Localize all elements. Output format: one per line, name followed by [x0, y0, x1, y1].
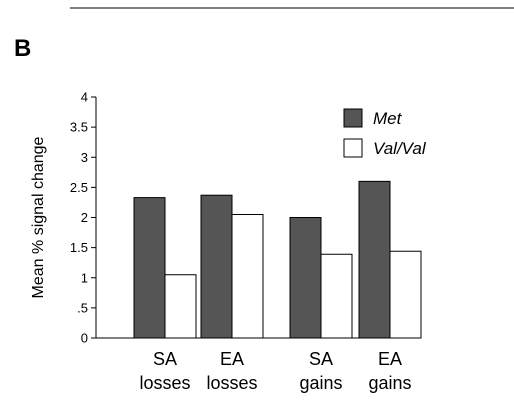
y-axis-label: Mean % signal change: [30, 136, 47, 298]
bar-val-val-4: [389, 250, 422, 339]
legend-label-val-val: Val/Val: [373, 139, 427, 158]
plot-area: 0 .5 1 1.5 2 2.5 3 3.5 4 Mean % signal change SA lo…: [30, 90, 427, 394]
panel-label: B: [14, 35, 31, 62]
bar-val-val-3: [320, 253, 353, 339]
x-category-label-2-line-1: EA: [220, 349, 244, 369]
y-tick-label: 2: [81, 210, 88, 225]
y-tick-label: 1.5: [70, 240, 88, 255]
x-category-label-1-line-2: losses: [139, 373, 190, 393]
bar-val-val-1: [164, 274, 197, 339]
y-tick-label: .5: [77, 300, 88, 315]
x-category-label-3-line-1: SA: [309, 349, 333, 369]
x-category-label-4-line-1: EA: [378, 349, 402, 369]
bar-val-val-2: [231, 213, 264, 339]
x-category-label-3-line-2: gains: [299, 373, 342, 393]
bar-met-4: [358, 180, 391, 339]
x-category-label-1-line-1: SA: [153, 349, 177, 369]
y-tick-label: 3.5: [70, 120, 88, 135]
y-tick-label: 1: [81, 270, 88, 285]
y-tick-label: 4: [81, 90, 88, 105]
legend-swatch-val-val: [343, 138, 363, 158]
x-category-label-2-line-2: losses: [206, 373, 257, 393]
x-category-label-4-line-2: gains: [368, 373, 411, 393]
bar-met-1: [133, 197, 166, 339]
legend-label-met: Met: [373, 109, 403, 128]
legend-swatch-met: [343, 108, 363, 128]
bar-met-3: [289, 217, 322, 339]
y-tick-label: 3: [81, 150, 88, 165]
bar-met-2: [200, 194, 233, 339]
y-tick-label: 2.5: [70, 180, 88, 195]
y-tick-label: 0: [81, 331, 88, 346]
